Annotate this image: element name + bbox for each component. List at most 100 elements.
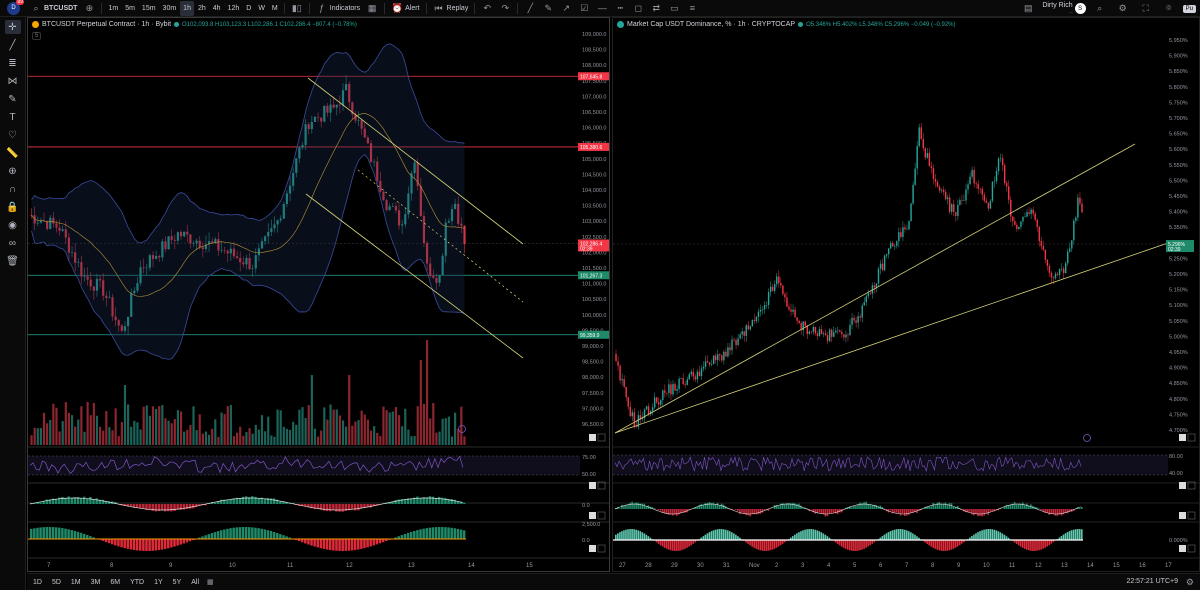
replay-button[interactable]: ⏮ Replay (430, 1, 472, 16)
gear-icon[interactable]: ⚙ (1185, 577, 1194, 587)
link-icon[interactable]: ∞ (8, 237, 17, 249)
macd-bar (767, 540, 770, 551)
volume-bar (357, 420, 360, 445)
trend-line-icon[interactable]: ╱ (9, 39, 16, 51)
timeframe-1m[interactable]: 1m (108, 4, 119, 12)
ruler-icon[interactable]: 📏 (6, 147, 19, 159)
candle-body (111, 297, 114, 317)
symbol-search-button[interactable]: ⌕ BTCUSDT (27, 1, 80, 16)
timeframe-15m[interactable]: 15m (141, 4, 156, 12)
candle-body (95, 278, 99, 291)
range-1m[interactable]: 1M (70, 578, 81, 586)
range-ytd[interactable]: YTD (130, 578, 145, 586)
macd-bar (67, 529, 70, 539)
avatar-button[interactable]: D 99 (4, 0, 24, 16)
macd-bar (1042, 540, 1044, 549)
range-3m[interactable]: 3M (90, 578, 101, 586)
compare-symbol-button[interactable]: ⊕ (80, 1, 98, 16)
dashed-tool-button[interactable]: ┅ (611, 1, 629, 16)
trash-icon[interactable]: 🗑 (6, 255, 19, 267)
date-label: 7 (47, 563, 51, 569)
zoom-icon[interactable]: ⊕ (8, 165, 17, 177)
bar-style-button[interactable]: ▮▯ (288, 1, 306, 16)
oscillator-bar (722, 504, 725, 509)
heart-icon[interactable]: ♡ (8, 129, 17, 141)
gear-icon: ⚙ (1118, 3, 1127, 13)
range-1d[interactable]: 1D (33, 578, 42, 586)
usdt-dominance-pane[interactable]: 5.950% 5.900% 5.850% 5.800% 5.750% 5.700% 5.65… (612, 17, 1200, 572)
macd-bar (1048, 540, 1051, 546)
camera-icon: ⌾ (1165, 3, 1172, 13)
timeframe-5m[interactable]: 5m (125, 4, 135, 12)
log-scale-button (1187, 433, 1196, 442)
sync-tool-button[interactable]: ⇄ (647, 1, 665, 16)
brush-icon[interactable]: ✎ (8, 93, 17, 105)
volume-bar (223, 414, 226, 445)
range-5d[interactable]: 5D (51, 578, 61, 586)
macd-bar (1021, 540, 1024, 548)
fib-icon[interactable]: ≣ (8, 57, 17, 69)
candle-body (1014, 221, 1016, 225)
timeframe-4h[interactable]: 4h (212, 4, 221, 12)
undo-button[interactable]: ↶ (478, 1, 496, 16)
pattern-icon[interactable]: ⋈ (7, 75, 18, 87)
crosshair-icon[interactable]: ✛ (4, 20, 21, 34)
volume-bar (214, 419, 217, 445)
indicators-button[interactable]: ƒ Indicators (313, 1, 363, 16)
edit-tool-button[interactable]: ✎ (539, 1, 557, 16)
range-all[interactable]: All (191, 578, 200, 586)
oscillator-bar (1036, 507, 1038, 509)
macd-bar (142, 539, 145, 551)
volume-bar (70, 415, 74, 445)
menu-tool-button[interactable]: ≡ (683, 1, 701, 16)
range-1y[interactable]: 1Y (154, 578, 163, 586)
fullscreen-button[interactable]: ⛶ (1137, 1, 1155, 16)
timeframe-W[interactable]: W (258, 4, 265, 12)
candle-body (1008, 186, 1010, 200)
macd-bar (210, 533, 214, 539)
snapshot-button[interactable]: ⌾ (1160, 1, 1178, 16)
eye-icon[interactable]: ◉ (8, 219, 17, 231)
settings-button[interactable]: ⚙ (1114, 1, 1132, 16)
publish-button[interactable]: Pu (1182, 4, 1196, 13)
indicator-count-badge[interactable]: 5 (32, 32, 42, 40)
btc-chart-canvas[interactable]: 109,000.0108,500.0108,000.0107,500.0107,… (28, 18, 610, 572)
timeframe-D[interactable]: D (246, 4, 252, 12)
arrow-tool-button[interactable]: ↗ (557, 1, 575, 16)
minus-tool-button[interactable]: — (593, 1, 611, 16)
candle-body (245, 257, 248, 265)
lock-icon[interactable]: 🔒 (6, 201, 19, 213)
oscillator-bar (755, 509, 758, 515)
alert-button[interactable]: ⏰ Alert (388, 1, 422, 16)
search-button[interactable]: ⌕ (1091, 1, 1109, 16)
oscillator-bar (698, 504, 701, 509)
range-6m[interactable]: 6M (110, 578, 121, 586)
range-5y[interactable]: 5Y (172, 578, 182, 586)
usdt-chart-canvas[interactable]: 5.950% 5.900% 5.850% 5.800% 5.750% 5.700% 5.65… (613, 18, 1200, 572)
timeframe-12h[interactable]: 12h (227, 4, 240, 12)
checkbox-tool-button[interactable]: ☑ (575, 1, 593, 16)
timeframe-M[interactable]: M (271, 4, 278, 12)
timeframe-30m[interactable]: 30m (162, 4, 177, 12)
redo-button[interactable]: ↷ (496, 1, 514, 16)
magnet-icon[interactable]: ∩ (8, 183, 17, 195)
trend-tool-button[interactable]: ╱ (521, 1, 539, 16)
user-avatar: S (1074, 3, 1086, 14)
layout-select-button[interactable]: ▤ (1019, 1, 1037, 16)
calendar-icon[interactable]: ▦ (207, 579, 214, 586)
user-menu[interactable]: Dirty Rich... S (1042, 2, 1086, 16)
oscillator-bar (792, 502, 794, 509)
oscillator-bar (783, 504, 786, 509)
layout-button[interactable]: ▦ (363, 1, 381, 16)
frame-tool-button[interactable]: ▭ (665, 1, 683, 16)
macd-bar (1066, 532, 1069, 540)
macd-bar (360, 539, 363, 549)
btc-chart-pane[interactable]: 109,000.0 108,500.0 108,000.0 107,500.0 107,… (27, 17, 610, 572)
macd-bar (1040, 540, 1042, 550)
text-icon[interactable]: T (9, 111, 16, 123)
volume-bar (425, 340, 429, 445)
clock[interactable]: 22:57:21 UTC+9 (1126, 578, 1178, 585)
timeframe-2h[interactable]: 2h (197, 4, 206, 12)
timeframe-1h[interactable]: 1h (180, 0, 194, 16)
box-tool-button[interactable]: ◻ (629, 1, 647, 16)
